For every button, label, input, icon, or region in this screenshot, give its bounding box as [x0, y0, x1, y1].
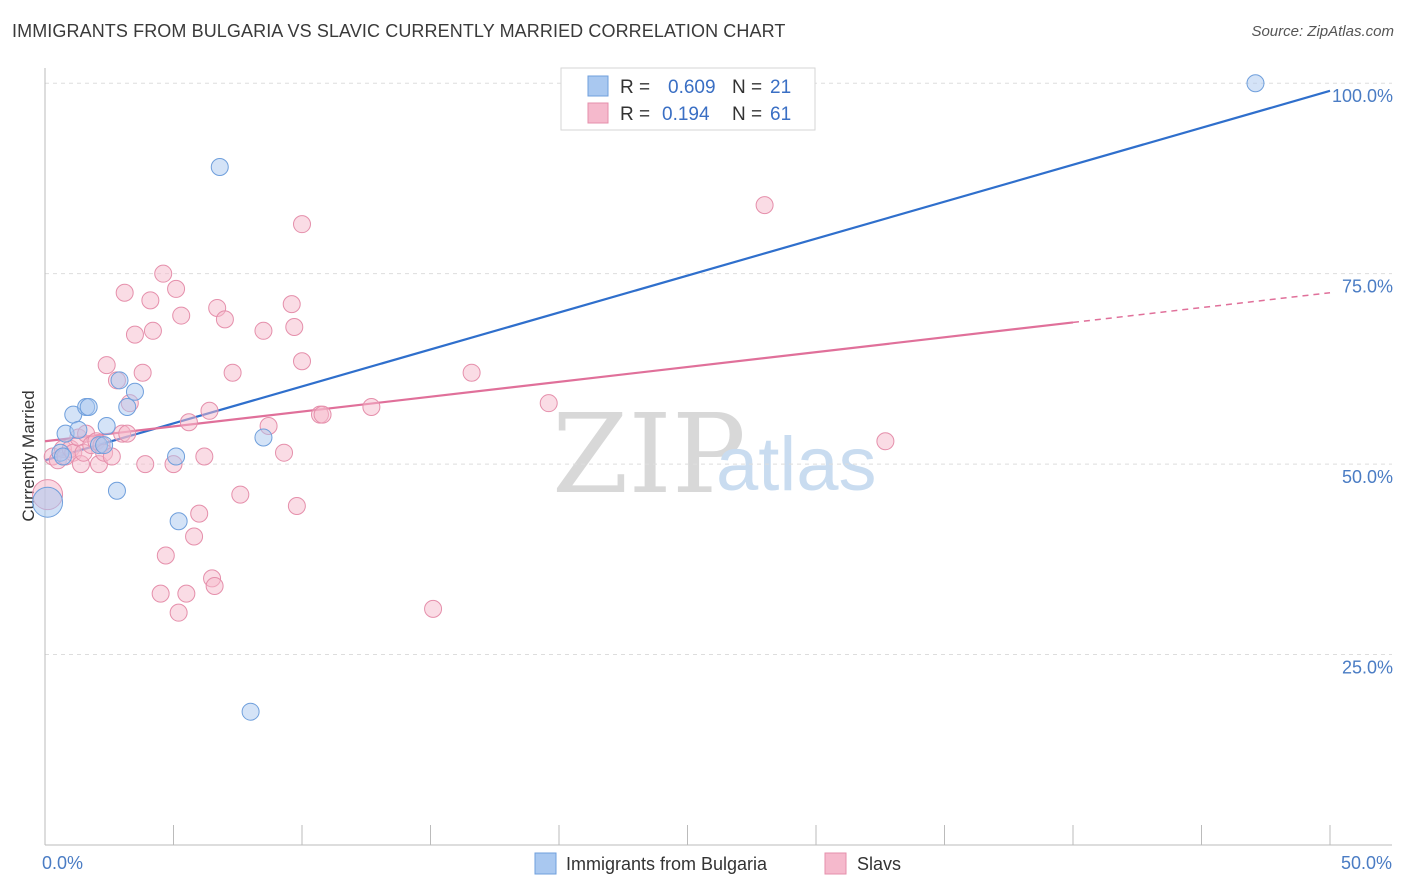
slavs-point-51	[285, 318, 304, 336]
slavs-point-25	[136, 455, 155, 474]
bottom-legend-swatch-bulgaria	[534, 852, 557, 875]
slavs-point-37	[185, 527, 204, 546]
bulgaria-point-7	[79, 397, 98, 416]
bulgaria-point-20	[1246, 74, 1265, 93]
legend-r-value-blue: 0.609	[668, 77, 716, 98]
slavs-point-34	[172, 306, 191, 325]
slavs-point-24	[133, 363, 152, 382]
slavs-point-44	[215, 310, 234, 329]
bulgaria-point-2	[53, 447, 72, 466]
bulgaria-point-12	[110, 371, 129, 390]
bulgaria-point-5	[69, 420, 88, 439]
trend-lines	[44, 89, 1331, 462]
slavs-point-52	[287, 497, 306, 516]
slavs-point-35	[177, 584, 196, 603]
watermark: ZIP atlas	[552, 390, 877, 518]
slavs-point-42	[205, 577, 224, 595]
bulgaria-point-19	[254, 428, 273, 447]
x-axis-ticks	[44, 825, 1331, 845]
slavs-point-45	[223, 363, 242, 382]
bottom-legend-label-bulgaria: Immigrants from Bulgaria	[566, 854, 768, 874]
bottom-legend-label-slavs: Slavs	[857, 854, 901, 874]
bulgaria-point-16	[169, 512, 188, 531]
bulgaria-point-13	[118, 397, 137, 416]
slavs-point-53	[293, 215, 311, 234]
slavs-point-38	[190, 504, 209, 523]
y-tick-label-100: 100.0%	[1332, 86, 1393, 106]
bulgaria-point-18	[241, 702, 260, 721]
slavs-point-54	[293, 352, 311, 371]
legend-n-label-pink: N =	[732, 104, 762, 125]
series-bulgaria-points	[32, 74, 1265, 721]
slavs-point-49	[275, 443, 294, 462]
slavs-point-47	[254, 321, 273, 340]
bulgaria-point-14	[125, 382, 144, 401]
slavs-point-59	[462, 363, 481, 382]
slavs-point-39	[195, 447, 214, 466]
legend-swatch-blue	[587, 75, 609, 97]
legend-n-value-pink: 61	[770, 104, 791, 125]
slavs-point-33	[169, 603, 188, 622]
series-slavs-points	[32, 196, 895, 622]
slavs-point-40	[200, 401, 219, 420]
bulgaria-point-9	[95, 436, 114, 455]
slavs-point-62	[876, 432, 895, 451]
slavs-point-32	[167, 279, 186, 298]
slavs-point-20	[115, 283, 134, 302]
watermark-atlas: atlas	[716, 422, 877, 507]
slavs-point-28	[151, 584, 170, 603]
legend-r-value-pink: 0.194	[662, 104, 710, 125]
slavs-point-58	[424, 599, 443, 618]
legend-top: R = 0.609 N = 21 R = 0.194 N = 61	[560, 67, 816, 131]
bottom-legend-swatch-slavs	[824, 852, 847, 875]
bulgaria-point-11	[107, 481, 126, 500]
x-tick-label-max: 50.0%	[1341, 853, 1392, 873]
trend-line-blue	[44, 89, 1331, 462]
source-credit: Source: ZipAtlas.com	[1251, 23, 1394, 40]
slavs-point-36	[179, 413, 198, 432]
legend-r-label-blue: R =	[620, 77, 650, 98]
bulgaria-point-0	[32, 486, 64, 518]
bulgaria-point-15	[167, 447, 186, 466]
slavs-point-56	[313, 405, 332, 424]
slavs-point-57	[362, 397, 381, 416]
slavs-point-27	[143, 321, 162, 340]
legend-n-label-blue: N =	[732, 77, 762, 98]
bulgaria-point-10	[97, 417, 116, 436]
slavs-point-16	[97, 356, 116, 375]
y-tick-label-50: 50.0%	[1342, 467, 1393, 487]
x-tick-label-min: 0.0%	[42, 853, 83, 873]
legend-swatch-pink	[587, 102, 609, 124]
slavs-point-23	[125, 325, 144, 344]
slavs-point-61	[755, 196, 774, 215]
slavs-point-30	[156, 546, 175, 565]
slavs-point-50	[282, 295, 301, 314]
slavs-point-21	[118, 424, 137, 443]
trend-line-pink	[44, 321, 1074, 443]
slavs-point-60	[539, 394, 558, 413]
trend-line-pink-extension	[1072, 291, 1331, 324]
legend-n-value-blue: 21	[770, 77, 791, 98]
legend-bottom: Immigrants from Bulgaria Slavs	[534, 852, 901, 875]
slavs-point-46	[231, 485, 250, 504]
y-axis-tick-labels: 25.0% 50.0% 75.0% 100.0%	[1332, 86, 1393, 677]
slavs-point-26	[141, 291, 160, 310]
slavs-point-29	[154, 264, 173, 283]
y-tick-label-25: 25.0%	[1342, 658, 1393, 678]
bulgaria-point-17	[210, 158, 229, 177]
grid	[45, 82, 1392, 656]
legend-r-label-pink: R =	[620, 104, 650, 125]
watermark-zip: ZIP	[552, 390, 746, 518]
y-tick-label-75: 75.0%	[1342, 277, 1393, 297]
chart-title: IMMIGRANTS FROM BULGARIA VS SLAVIC CURRE…	[12, 21, 786, 41]
